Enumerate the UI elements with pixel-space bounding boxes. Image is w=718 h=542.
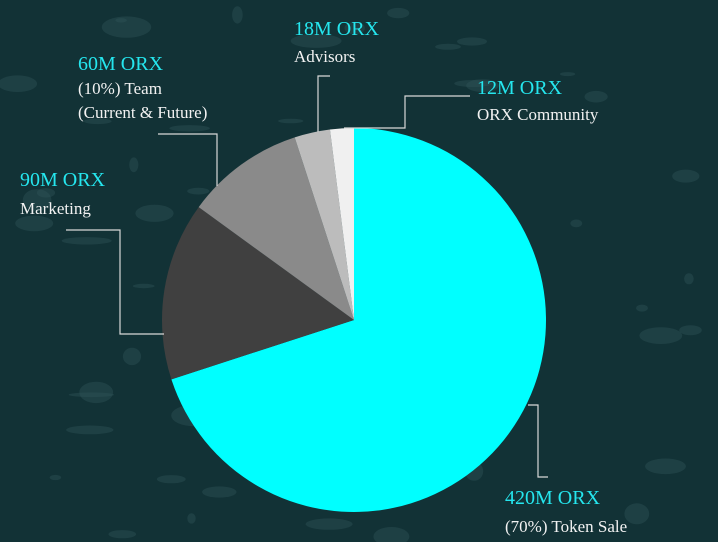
pie-slice-4 (329, 128, 354, 320)
background-speck (305, 518, 353, 530)
pie-slice-2 (198, 137, 354, 320)
background-speck (679, 325, 702, 336)
background-speck (169, 125, 210, 132)
background-speck (0, 75, 38, 92)
pie-slices (162, 128, 547, 512)
background-speck (624, 503, 650, 525)
leader-line-0 (528, 404, 548, 478)
background-speck (290, 33, 342, 48)
background-speck (66, 425, 114, 435)
background-speck (373, 527, 410, 542)
slice-description-label: (70%) Token Sale (505, 517, 627, 536)
slice-amount-label: 420M ORX (505, 487, 601, 509)
slice-amount-label: 18M ORX (294, 18, 380, 40)
leader-lines (66, 75, 548, 478)
background-speck (202, 486, 237, 498)
background-speck (83, 118, 112, 125)
slice-amount-label: 12M ORX (477, 77, 563, 99)
background-speck (684, 273, 694, 285)
background-speck (36, 188, 56, 198)
background-speck (584, 90, 608, 103)
background-speck (108, 530, 137, 539)
background-speck (187, 187, 210, 195)
background-speck (132, 283, 155, 289)
background-speck (639, 327, 683, 344)
background-speck (22, 189, 52, 211)
background-speck (187, 513, 196, 524)
pie-slice-1 (162, 207, 354, 380)
background-speck (387, 7, 410, 19)
background-speck (122, 347, 142, 366)
background-speck (454, 80, 492, 87)
background-speck (636, 304, 648, 312)
background-speck (457, 37, 487, 46)
slice-description-label: ORX Community (477, 105, 599, 124)
background-speck (49, 474, 62, 481)
background-speck (570, 219, 583, 228)
pie-slice-0 (171, 128, 547, 512)
background-speck (278, 118, 304, 124)
slice-description-label: Advisors (294, 47, 355, 66)
pie-slice-3 (294, 129, 354, 320)
background-speck (79, 381, 114, 404)
background-speck (435, 43, 461, 50)
slice-amount-label: 60M ORX (78, 53, 164, 75)
background-speck (344, 21, 365, 35)
leader-line-3 (317, 75, 330, 132)
background-speck (115, 18, 127, 23)
leader-line-4 (344, 95, 470, 129)
background-speck (129, 157, 139, 173)
slice-description-label: (Current & Future) (78, 103, 207, 122)
background-speck (101, 16, 152, 38)
slice-amount-label: 90M ORX (20, 169, 106, 191)
slice-labels: 420M ORX (70%) Token Sale 90M ORX Marketing… (20, 18, 627, 536)
background-speck (68, 392, 115, 398)
background-speck (61, 237, 112, 245)
background-speck (135, 204, 174, 222)
background-speck (15, 215, 54, 232)
background-speck (232, 6, 243, 24)
leader-line-1 (66, 229, 164, 335)
leader-line-2 (158, 133, 218, 186)
background-speck (645, 458, 686, 475)
background-speck (560, 72, 576, 77)
background-speck (466, 79, 499, 92)
slice-description-label: (10%) Team (78, 79, 162, 98)
background-speck (672, 169, 700, 183)
slice-description-label: Marketing (20, 199, 91, 218)
background-speck (156, 475, 186, 484)
